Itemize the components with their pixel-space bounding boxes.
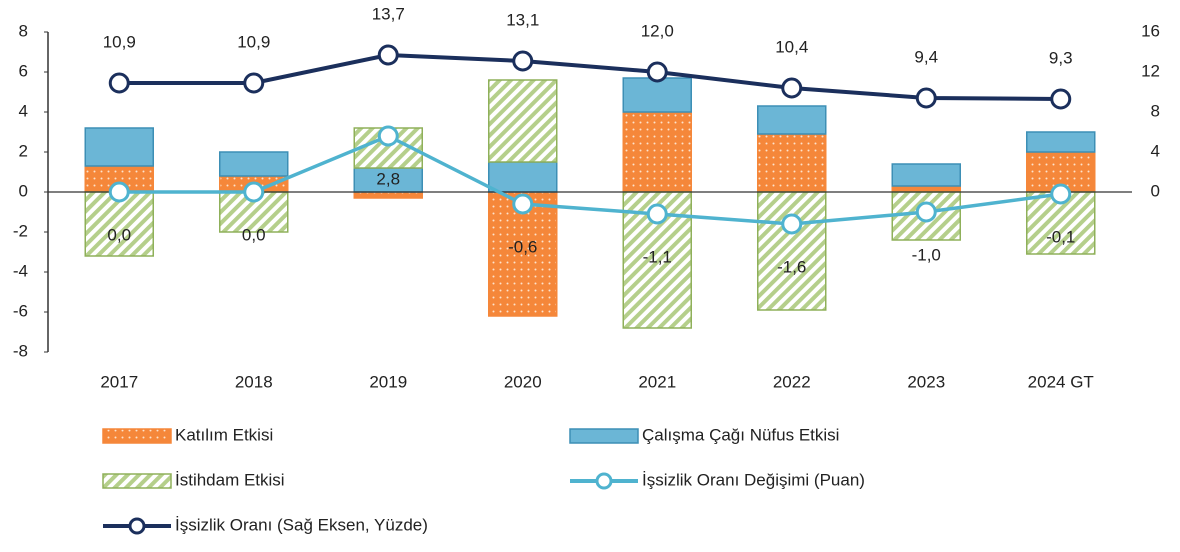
legend-swatch xyxy=(102,428,172,444)
line-marker xyxy=(512,50,534,72)
data-label: -0,6 xyxy=(508,237,537,256)
line-marker xyxy=(915,201,937,223)
x-tick-label: 2019 xyxy=(369,372,407,391)
y-tick-label: 0 xyxy=(19,181,28,200)
bar xyxy=(757,133,827,193)
legend-label: Katılım Etkisi xyxy=(175,425,273,444)
y-tick-label: -4 xyxy=(13,261,28,280)
bar xyxy=(891,185,961,193)
data-label: -0,1 xyxy=(1046,227,1075,246)
y2-tick-label: 16 xyxy=(1141,21,1160,40)
legend-label: İşsizlik Oranı Değişimi (Puan) xyxy=(642,470,865,489)
line-marker xyxy=(377,44,399,66)
y2-tick-label: 12 xyxy=(1141,61,1160,80)
bar xyxy=(219,151,289,177)
data-label: -1,1 xyxy=(643,247,672,266)
legend-label: İşsizlik Oranı (Sağ Eksen, Yüzde) xyxy=(175,515,428,534)
bar xyxy=(488,161,558,193)
data-label: -1,0 xyxy=(912,245,941,264)
line-marker xyxy=(243,72,265,94)
y-tick-label: 6 xyxy=(19,61,28,80)
line xyxy=(119,52,1061,101)
line-marker xyxy=(512,193,534,215)
bar xyxy=(219,191,289,233)
y2-tick-label: 8 xyxy=(1151,101,1160,120)
x-tick-label: 2022 xyxy=(773,372,811,391)
line-marker xyxy=(781,77,803,99)
line xyxy=(119,134,1061,226)
data-label: 2,8 xyxy=(376,169,400,188)
data-label: 9,4 xyxy=(914,47,938,66)
y-tick-label: -6 xyxy=(13,301,28,320)
legend-marker xyxy=(595,472,613,490)
line-marker xyxy=(243,181,265,203)
bar xyxy=(353,191,423,199)
x-tick-label: 2024 GT xyxy=(1028,372,1094,391)
data-label: 13,1 xyxy=(506,10,539,29)
bar xyxy=(757,105,827,135)
line-marker xyxy=(646,61,668,83)
bar xyxy=(622,111,692,193)
y-tick-label: -2 xyxy=(13,221,28,240)
line-marker xyxy=(1050,183,1072,205)
bar xyxy=(84,127,154,167)
line-marker xyxy=(108,72,130,94)
legend-label: İstihdam Etkisi xyxy=(175,470,285,489)
line-marker xyxy=(915,87,937,109)
bar xyxy=(891,163,961,187)
bar xyxy=(84,191,154,257)
y-tick-label: 8 xyxy=(19,21,28,40)
data-label: 10,9 xyxy=(237,32,270,51)
data-label: 9,3 xyxy=(1049,48,1073,67)
legend-label: Çalışma Çağı Nüfus Etkisi xyxy=(642,425,839,444)
x-tick-label: 2023 xyxy=(907,372,945,391)
bar xyxy=(757,191,827,311)
x-tick-label: 2017 xyxy=(100,372,138,391)
line-marker xyxy=(646,203,668,225)
bar xyxy=(1026,131,1096,153)
line-marker xyxy=(377,125,399,147)
data-label: -1,6 xyxy=(777,257,806,276)
x-tick-label: 2018 xyxy=(235,372,273,391)
y-tick-label: 2 xyxy=(19,141,28,160)
x-tick-label: 2021 xyxy=(638,372,676,391)
bar xyxy=(488,191,558,317)
bar xyxy=(622,77,692,113)
data-label: 10,9 xyxy=(103,32,136,51)
data-label: 12,0 xyxy=(641,21,674,40)
y2-tick-label: 4 xyxy=(1151,141,1160,160)
legend-swatch xyxy=(102,473,172,489)
bar xyxy=(1026,191,1096,255)
data-label: 13,7 xyxy=(372,4,405,23)
line-marker xyxy=(1050,88,1072,110)
line-marker xyxy=(108,181,130,203)
data-label: 0,0 xyxy=(242,225,266,244)
data-label: 10,4 xyxy=(775,37,808,56)
y2-tick-label: 0 xyxy=(1151,181,1160,200)
line-marker xyxy=(781,213,803,235)
bar xyxy=(488,79,558,163)
y-tick-label: 4 xyxy=(19,101,28,120)
legend-marker xyxy=(128,517,146,535)
legend-swatch xyxy=(569,428,639,444)
x-tick-label: 2020 xyxy=(504,372,542,391)
y-tick-label: -8 xyxy=(13,341,28,360)
data-label: 0,0 xyxy=(107,225,131,244)
